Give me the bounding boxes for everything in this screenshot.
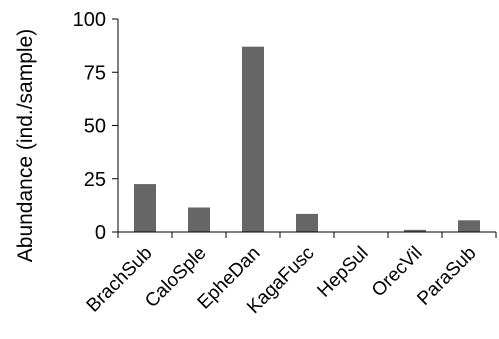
bar-orecvil xyxy=(404,229,426,232)
bar-parasub xyxy=(458,220,480,232)
y-tick-label: 100 xyxy=(73,9,106,31)
y-axis-ticks: 0 25 50 75 100 xyxy=(73,9,118,244)
category-label: ParaSub xyxy=(413,243,480,310)
category-label: BrachSub xyxy=(83,243,157,317)
bar-ephedan xyxy=(242,46,264,232)
bar-calosple xyxy=(188,207,210,232)
bar-brachsub xyxy=(134,184,156,232)
y-tick-label: 25 xyxy=(84,169,106,191)
y-axis-label: Abundance (ind./sample) xyxy=(14,29,37,262)
bar-kagafusc xyxy=(296,213,318,232)
category-label: HepSul xyxy=(314,243,373,302)
x-axis-ticks xyxy=(117,232,497,238)
bars xyxy=(134,46,480,232)
y-tick-label: 50 xyxy=(84,116,106,138)
y-tick-label: 0 xyxy=(95,222,106,244)
category-labels: BrachSubCaloSpleEpheDanKagaFuscHepSulOre… xyxy=(83,243,481,318)
y-tick-label: 75 xyxy=(84,62,106,84)
